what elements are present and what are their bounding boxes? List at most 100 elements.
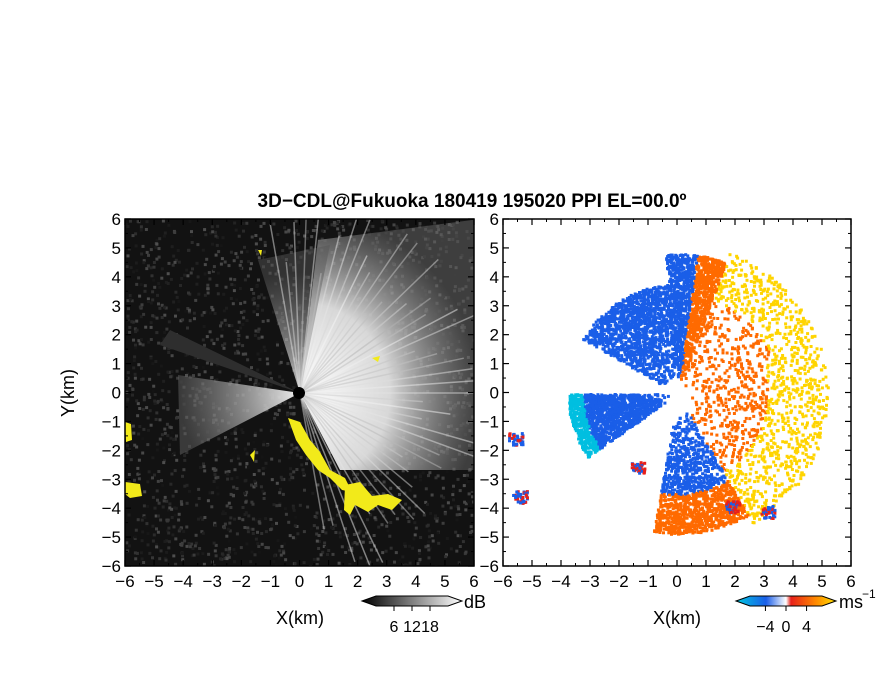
velocity-pixel	[805, 322, 809, 326]
velocity-pixel	[646, 311, 650, 315]
noise-pixel	[144, 325, 148, 329]
velocity-pixel	[734, 408, 738, 412]
velocity-pixel	[718, 326, 722, 330]
velocity-pixel	[624, 329, 628, 333]
velocity-pixel	[801, 316, 805, 320]
noise-pixel	[237, 342, 241, 346]
noise-pixel	[430, 493, 434, 497]
velocity-pixel	[777, 359, 781, 363]
noise-pixel	[238, 263, 242, 267]
noise-pixel	[336, 220, 340, 224]
velocity-pixel	[639, 310, 643, 314]
noise-pixel	[279, 360, 283, 364]
velocity-pixel	[772, 382, 776, 386]
noise-pixel	[221, 512, 225, 516]
velocity-pixel	[761, 297, 765, 301]
noise-pixel	[352, 472, 355, 476]
noise-pixel	[281, 435, 284, 439]
noise-pixel	[452, 498, 455, 502]
noise-pixel	[137, 432, 141, 436]
velocity-pixel	[727, 431, 731, 435]
velocity-pixels	[508, 253, 830, 536]
noise-pixel	[265, 443, 269, 447]
noise-pixel	[155, 448, 159, 452]
velocity-pixel	[778, 332, 782, 336]
noise-pixel	[272, 310, 275, 314]
noise-pixel	[255, 248, 258, 252]
velocity-pixel	[804, 438, 807, 442]
velocity-pixel	[624, 306, 628, 310]
noise-pixel	[350, 514, 354, 518]
velocity-pixel	[614, 352, 618, 356]
noise-pixel	[264, 256, 268, 260]
velocity-pixel	[744, 481, 748, 485]
velocity-pixel	[720, 401, 724, 405]
velocity-pixel	[800, 327, 804, 331]
noise-pixel	[142, 259, 146, 263]
noise-pixel	[172, 554, 176, 558]
velocity-pixel	[719, 455, 723, 459]
noise-pixel	[227, 539, 231, 543]
velocity-pixel	[783, 307, 787, 311]
velocity-pixel	[649, 330, 653, 334]
velocity-pixel	[698, 360, 702, 364]
noise-pixel	[242, 229, 245, 233]
velocity-pixel	[725, 445, 728, 449]
velocity-pixel	[764, 405, 768, 409]
velocity-pixel	[639, 293, 643, 297]
noise-pixel	[311, 229, 315, 232]
noise-pixel	[168, 448, 172, 452]
velocity-pixel	[740, 284, 744, 288]
echo-ray	[299, 219, 320, 394]
noise-pixel	[329, 450, 332, 454]
noise-pixel	[216, 492, 220, 496]
velocity-pixel	[754, 499, 758, 503]
velocity-pixel	[629, 358, 633, 362]
noise-pixel	[252, 291, 256, 295]
velocity-pixel	[730, 428, 734, 432]
velocity-pixel	[795, 460, 799, 464]
noise-pixel	[446, 501, 450, 505]
velocity-pixel	[635, 334, 639, 338]
noise-pixel	[322, 545, 326, 548]
velocity-pixel	[702, 386, 706, 390]
velocity-pixel	[745, 288, 748, 292]
noise-pixel	[187, 542, 191, 545]
noise-pixel	[385, 471, 389, 475]
noise-pixel	[130, 441, 134, 444]
noise-pixel	[166, 508, 170, 512]
noise-pixel	[179, 284, 182, 287]
noise-pixel	[315, 539, 319, 543]
noise-pixel	[433, 516, 437, 520]
echo-ray	[299, 392, 451, 415]
velocity-pixel	[791, 429, 795, 433]
velocity-pixel	[638, 334, 642, 338]
noise-pixel	[253, 518, 257, 522]
velocity-pixel	[606, 342, 610, 346]
velocity-pixel	[733, 425, 737, 429]
noise-pixel	[256, 542, 260, 546]
velocity-pixel	[813, 334, 817, 338]
noise-pixel	[353, 541, 357, 544]
velocity-pixel	[640, 327, 643, 331]
noise-pixel	[269, 528, 273, 532]
noise-pixel	[401, 469, 405, 473]
velocity-pixel	[806, 442, 810, 446]
noise-pixel	[172, 525, 176, 529]
velocity-pixel	[790, 348, 794, 352]
velocity-pixel	[772, 283, 776, 287]
noise-pixel	[176, 409, 180, 413]
noise-pixel	[305, 236, 309, 240]
velocity-pixel	[718, 450, 722, 454]
noise-pixel	[461, 540, 465, 544]
echo-ray	[299, 219, 307, 394]
velocity-pixel	[800, 366, 804, 370]
velocity-pixel	[767, 370, 771, 374]
velocity-pixel	[803, 319, 807, 323]
noise-pixel	[263, 349, 267, 353]
velocity-pixel	[716, 384, 720, 388]
noise-pixel	[239, 260, 243, 264]
velocity-pixel	[804, 453, 808, 457]
velocity-pixel	[759, 278, 763, 282]
velocity-pixel	[775, 402, 779, 405]
